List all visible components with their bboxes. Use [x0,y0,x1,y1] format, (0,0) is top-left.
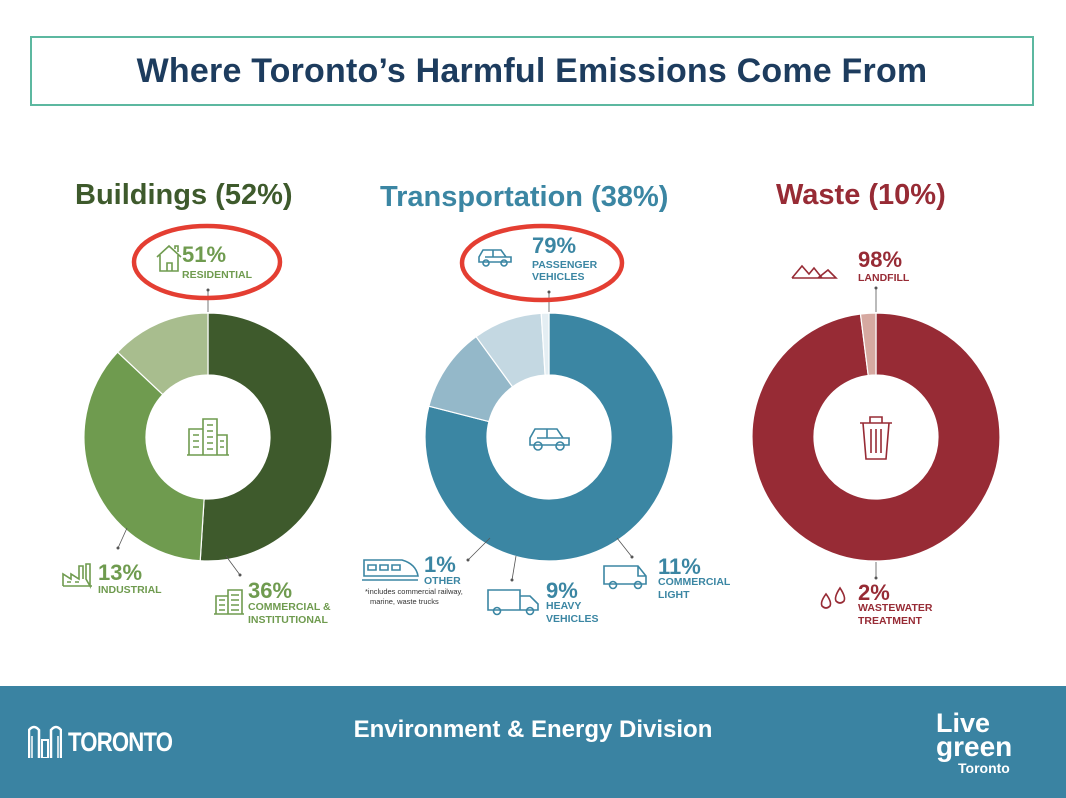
wheel [525,606,535,616]
city-hall-icon [28,725,62,758]
slice-percent: 11% [658,554,701,579]
leader-dot [510,578,514,582]
slice-percent: 36% [248,578,292,603]
wheel [500,259,508,267]
slice-label: WASTEWATER [858,602,933,614]
slice-percent: 2% [858,580,890,605]
donut-slice [859,312,877,377]
icon-stroke [487,589,539,611]
van-icon [603,565,647,590]
chart-title: Buildings (52%) [75,179,293,211]
wheel [492,606,502,616]
slice-label: TREATMENT [858,615,923,627]
donut-slice [116,312,209,396]
slice-note: *includes commercial railway, [365,587,463,596]
icon-stroke [214,589,244,615]
wheel [533,441,543,451]
slice-percent: 51% [182,242,226,267]
leader-dot [874,576,878,580]
livegreen-line-1: Live [936,708,991,738]
donut-slice [540,312,550,376]
leader-line [616,537,633,558]
leader-dot [116,546,120,550]
chart-group-0: Buildings (52%) 51% RESIDENTIAL 36%COMMERCI… [62,179,333,626]
water-drops-icon [820,586,846,609]
leader-dot [630,555,634,559]
slice-label: INDUSTRIAL [98,584,162,596]
chart-title: Transportation (38%) [380,181,668,213]
icon-stroke [478,249,512,263]
house-icon [156,244,182,272]
slice-label: VEHICLES [532,271,585,283]
livegreen-line-3: Toronto [958,760,1010,776]
donut-slice [83,351,205,562]
landfill-icon [791,264,838,279]
leader-dot [238,573,242,577]
slice-note: marine, waste trucks [370,597,439,606]
slice-label: LANDFILL [858,272,910,284]
slice-label: RESIDENTIAL [182,269,253,281]
chart-group-2: Waste (10%) 98%LANDFILL 2%WASTEWATERTREATM… [751,179,1001,627]
icon-stroke [603,565,647,585]
car-icon [529,428,570,451]
wheel [555,441,565,451]
leader-dot [466,558,470,562]
slice-percent: 1% [424,552,456,577]
donut-slice [751,312,1001,562]
slice-label: PASSENGER [532,259,598,271]
factory-icon [62,563,92,590]
wheel [608,580,618,590]
icon-stroke [187,418,229,456]
division-name: Environment & Energy Division [353,716,713,743]
icon-stroke [529,428,570,446]
slice-label: HEAVY [546,600,581,612]
slice-percent: 79% [532,233,576,258]
footer: TORONTO Environment & Energy Division Li… [0,686,1066,798]
livegreen-line-2: green [936,731,1013,762]
trash-can-icon [860,416,892,460]
leader-line [467,537,491,561]
icon-stroke [362,559,419,581]
leader-line [117,527,128,549]
slice-label: VEHICLES [546,613,599,625]
leader-line [511,555,517,581]
slice-label: OTHER [424,575,461,587]
chart-title: Waste (10%) [776,179,946,211]
live-green-toronto-logo[interactable]: Live green Toronto [936,710,1046,792]
slice-percent: 98% [858,247,902,272]
truck-icon [487,589,539,616]
slice-label: INSTITUTIONAL [248,614,328,626]
slice-percent: 9% [546,578,578,603]
emissions-chart: Buildings (52%)51%RESIDENTIAL36%COMMERCI… [62,179,1001,627]
wheel [482,259,490,267]
buildings-icon [187,418,229,456]
icon-stroke [791,264,838,279]
leader-dot [547,290,551,294]
slice-label: LIGHT [658,589,690,601]
city-of-toronto-logo[interactable]: TORONTO [28,722,195,758]
leader-dot [874,286,878,290]
wheel [633,580,643,590]
highlight-circle [131,223,283,301]
leader-dot [206,288,210,292]
icon-stroke [860,416,892,460]
icon-stroke [820,586,846,609]
slice-percent: 13% [98,560,142,585]
car-small-icon [478,249,512,267]
donut-slice [199,312,333,562]
slice-label: COMMERCIAL [658,576,731,588]
leader-line [225,555,241,576]
icon-stroke [62,563,92,590]
donut-slice [424,312,674,562]
train-icon [362,559,419,581]
title-box: Where Toronto’s Harmful Emissions Come F… [30,36,1034,106]
slice-label: COMMERCIAL & [248,601,331,613]
office-building-icon [214,589,244,615]
city-name-wordmark: TORONTO [68,727,173,757]
chart-group-1: Transportation (38%)79%PASSENGERVEHICLES… [362,181,731,625]
highlight-circle [459,223,625,303]
icon-stroke [156,244,182,272]
page-title: Where Toronto’s Harmful Emissions Come F… [136,51,928,90]
